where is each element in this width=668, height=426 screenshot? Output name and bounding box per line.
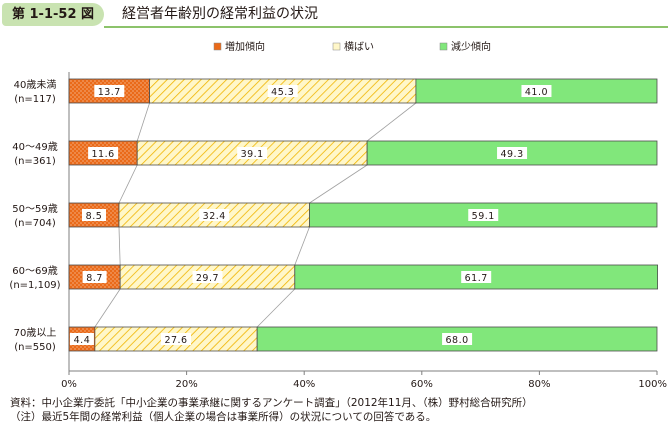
x-tick-label-1: 20% [175,379,197,390]
value-label-bg-3-2 [461,271,492,283]
category-n-2: (n=704) [14,218,56,229]
connector-line-2-0 [118,226,121,266]
value-label-bg-0-1 [267,85,298,97]
x-tick-label-0: 0% [61,379,77,390]
value-label-0-0: 13.7 [98,87,121,98]
value-label-bg-3-1 [192,271,223,283]
value-label-2-0: 8.5 [86,211,103,222]
category-label-0: 40歳未満 [14,79,57,91]
chart-legend: 増加傾向 横ばい 減少傾向 [213,40,491,53]
x-tick-label-5: 100% [638,379,667,390]
connector-line-2-1 [294,226,310,266]
value-label-0-1: 45.3 [271,87,294,98]
category-n-1: (n=361) [14,156,56,167]
value-label-0-2: 41.0 [525,87,548,98]
category-label-1: 40～49歳 [12,141,57,153]
bar-segment-3-2 [294,264,658,290]
value-label-4-1: 27.6 [164,335,187,346]
value-label-2-2: 59.1 [472,211,495,222]
stacked-bar-chart: 増加傾向 横ばい 減少傾向 0% 20% 40% 60% 80% 100% 13.7 45.3 4… [9,40,667,390]
bars: 13.7 45.3 41.0 11.6 39.1 49.3 8.5 32.4 59.1 8.7 29… [68,78,658,352]
category-label-2: 50～59歳 [12,203,57,215]
figure-title: 経営者年齢別の経常利益の状況 [122,6,318,22]
category-n-0: (n=117) [14,94,56,105]
value-label-bg-2-1 [199,209,230,221]
connector-line-0-0 [136,102,150,142]
value-label-bg-0-0 [94,85,125,97]
x-tick-label-4: 80% [528,379,550,390]
connector-lines [94,102,417,328]
value-label-4-0: 4.4 [74,335,91,346]
value-label-bg-4-1 [161,333,192,345]
value-label-bg-4-0 [69,333,94,345]
connector-line-3-0 [94,288,121,328]
x-tick-label-2: 40% [293,379,315,390]
category-n-4: (n=550) [14,342,56,353]
value-label-bg-2-2 [468,209,499,221]
connector-line-1-0 [118,164,138,204]
value-label-1-0: 11.6 [92,149,115,160]
value-label-bg-1-0 [88,147,119,159]
value-label-bg-4-2 [442,333,473,345]
category-label-4: 70歳以上 [14,327,57,339]
legend-label-0: 増加傾向 [225,40,265,53]
footnotes: 資料：中小企業庁委託「中小企業の事業承継に関するアンケート調査」（2012年11… [10,396,660,424]
value-label-1-2: 49.3 [500,149,523,160]
value-label-bg-2-0 [81,209,106,221]
connector-line-0-1 [366,102,417,142]
note: （注）最近5年間の経常利益（個人企業の場合は事業所得）の状況についての回答である… [10,411,437,423]
header-rule [104,26,668,28]
legend-swatch-1 [332,42,341,51]
value-label-4-2: 68.0 [446,335,469,346]
legend-label-2: 減少傾向 [451,40,491,53]
connector-line-1-1 [309,164,368,204]
bar-segment-2-2 [309,202,658,228]
value-label-3-1: 29.7 [196,273,219,284]
x-tick-label-3: 60% [411,379,433,390]
value-label-bg-1-1 [237,147,268,159]
value-label-bg-1-2 [497,147,528,159]
y-axis-labels: 40歳未満 (n=117) 40～49歳 (n=361) 50～59歳 (n=704) 60… [9,79,60,353]
connector-line-3-1 [256,288,296,328]
x-axis: 0% 20% 40% 60% 80% 100% [61,72,667,390]
figure-header: 第 1-1-52 図 経営者年齢別の経常利益の状況 [0,0,668,30]
figure-number: 第 1-1-52 図 [2,3,104,26]
value-label-2-1: 32.4 [203,211,226,222]
source-note: 資料：中小企業庁委託「中小企業の事業承継に関するアンケート調査」（2012年11… [10,397,533,409]
legend-swatch-2 [439,42,448,51]
value-label-bg-3-0 [82,271,107,283]
value-label-bg-0-2 [521,85,552,97]
value-label-3-2: 61.7 [465,273,488,284]
value-label-1-1: 39.1 [241,149,264,160]
value-label-3-0: 8.7 [86,273,103,284]
legend-swatch-0 [213,42,222,51]
legend-label-1: 横ばい [344,40,374,53]
category-label-3: 60～69歳 [12,265,57,277]
category-n-3: (n=1,109) [9,280,60,291]
